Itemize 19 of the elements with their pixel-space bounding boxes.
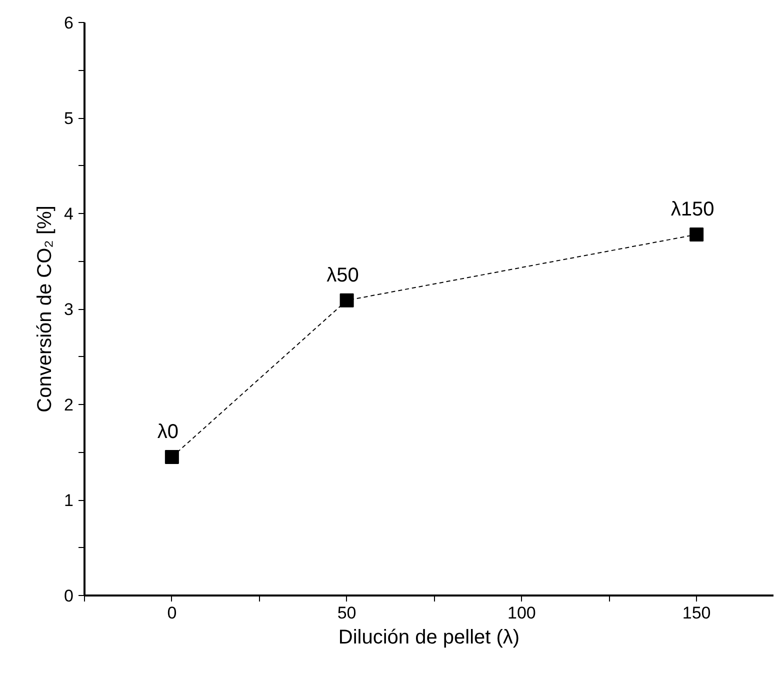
point bbox=[690, 228, 704, 242]
y-tick-label: 3 bbox=[64, 300, 74, 319]
point bbox=[340, 293, 354, 308]
x-tick-label: 0 bbox=[167, 604, 177, 622]
y-tick-label: 1 bbox=[64, 491, 74, 510]
y-axis-title: Conversión de CO₂ [%] bbox=[34, 206, 56, 412]
point bbox=[164, 450, 179, 464]
y-tick-label: 0 bbox=[64, 586, 74, 606]
y-tick-label: 2 bbox=[64, 396, 74, 414]
x-tick-label: 150 bbox=[682, 604, 711, 622]
annotation: λ0 bbox=[157, 421, 178, 444]
x-tick-label: 50 bbox=[337, 604, 356, 622]
y-tick-label: 5 bbox=[64, 109, 74, 128]
x-axis-title: Dilución de pellet (λ) bbox=[338, 626, 520, 648]
y-tick-label: 6 bbox=[64, 14, 74, 32]
x-tick-label: 100 bbox=[508, 604, 536, 622]
y-tick-label: 4 bbox=[64, 204, 74, 224]
annotation: λ50 bbox=[326, 264, 359, 286]
annotation: λ150 bbox=[670, 198, 714, 221]
